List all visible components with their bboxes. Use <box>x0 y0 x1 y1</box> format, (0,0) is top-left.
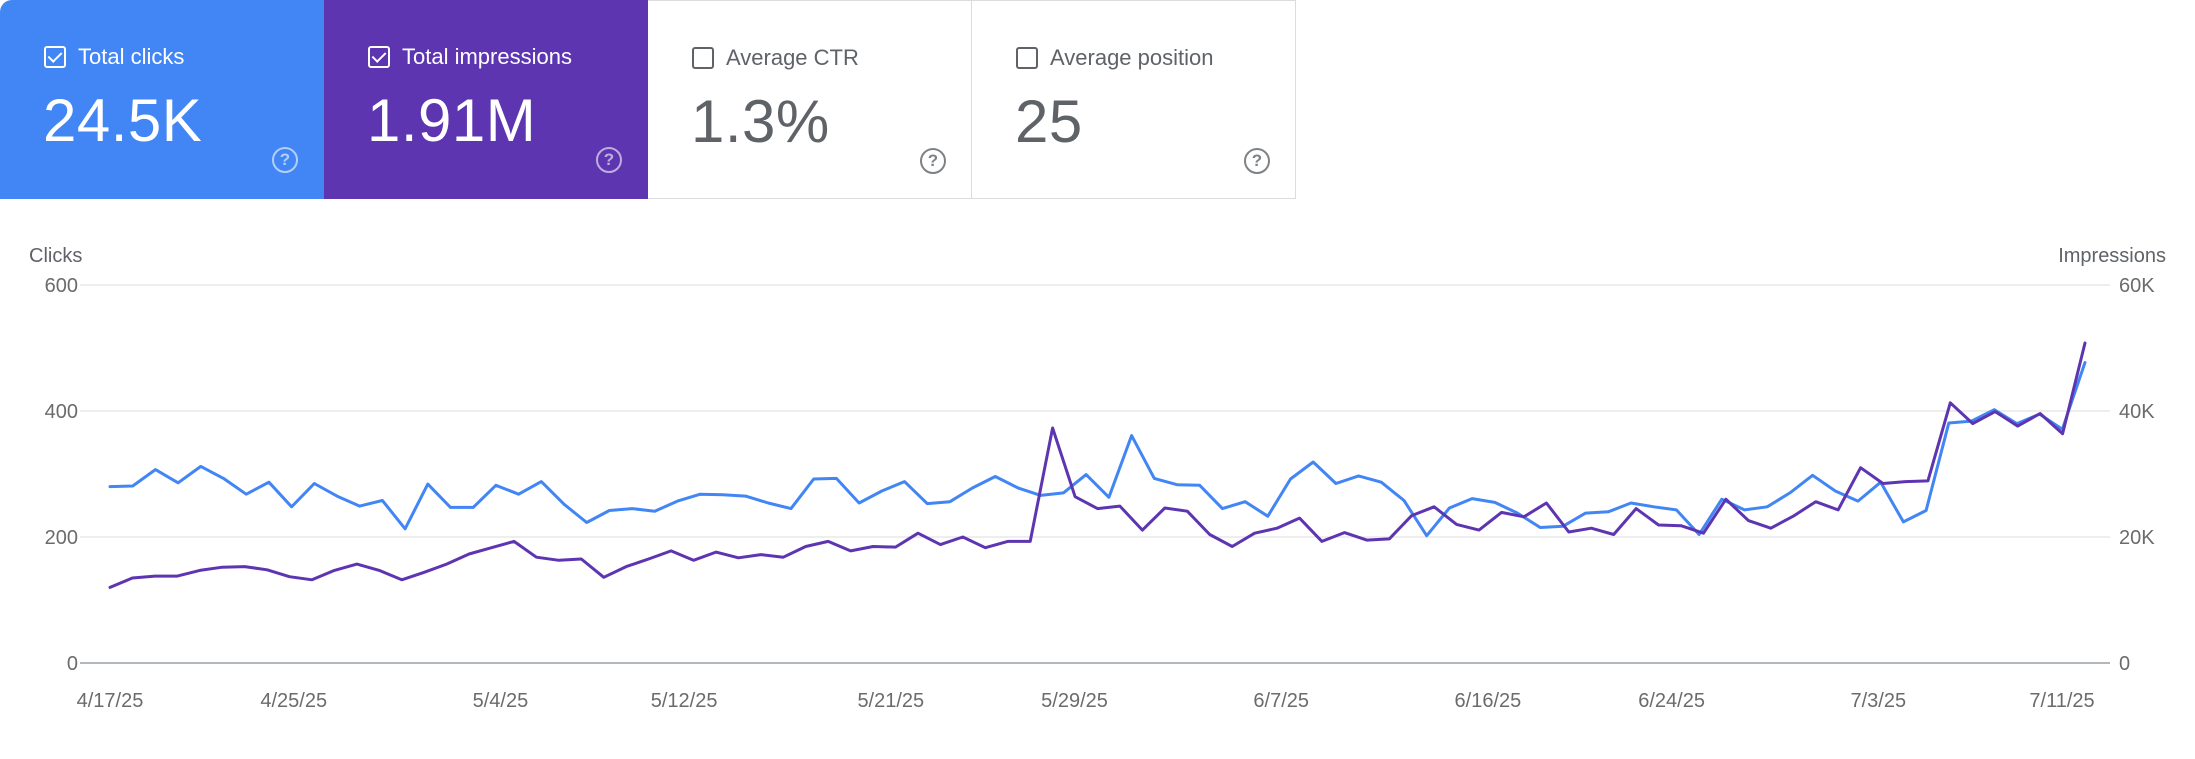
total-impressions-header: Total impressions <box>368 44 572 70</box>
x-tick-label: 6/7/25 <box>1253 690 1309 712</box>
right-axis-title: Impressions <box>2058 245 2166 267</box>
left-y-tick-label: 0 <box>67 653 78 675</box>
total-impressions-label: Total impressions <box>402 44 572 69</box>
right-y-tick-label: 0 <box>2119 653 2130 675</box>
average-ctr-header: Average CTR <box>692 45 859 71</box>
average-position-label: Average position <box>1050 45 1214 70</box>
x-tick-label: 4/25/25 <box>260 690 327 712</box>
x-tick-label: 6/16/25 <box>1455 690 1522 712</box>
right-y-tick-label: 20K <box>2119 527 2155 549</box>
right-y-tick-label: 40K <box>2119 401 2155 423</box>
checkbox-checked-icon[interactable] <box>368 46 390 68</box>
help-icon[interactable]: ? <box>920 148 946 174</box>
average-ctr-card[interactable]: Average CTR 1.3% ? <box>648 0 972 199</box>
metric-cards: Total clicks 24.5K ? Total impressions 1… <box>0 0 1296 199</box>
total-clicks-card[interactable]: Total clicks 24.5K ? <box>0 0 324 199</box>
left-y-tick-label: 400 <box>45 401 78 423</box>
gridlines <box>80 284 2110 664</box>
x-tick-label: 7/3/25 <box>1851 690 1907 712</box>
checkbox-checked-icon[interactable] <box>44 46 66 68</box>
help-icon[interactable]: ? <box>1244 148 1270 174</box>
total-clicks-label: Total clicks <box>78 44 185 69</box>
average-ctr-value: 1.3% <box>691 88 830 155</box>
total-clicks-value: 24.5K <box>43 87 203 154</box>
checkbox-unchecked-icon[interactable] <box>692 47 714 69</box>
x-tick-label: 6/24/25 <box>1638 690 1705 712</box>
total-impressions-card[interactable]: Total impressions 1.91M ? <box>324 0 648 199</box>
help-icon[interactable]: ? <box>272 147 298 173</box>
x-tick-label: 5/12/25 <box>651 690 718 712</box>
average-position-card[interactable]: Average position 25 ? <box>972 0 1296 199</box>
left-y-tick-label: 600 <box>45 275 78 297</box>
total-impressions-value: 1.91M <box>367 87 537 154</box>
x-tick-label: 5/21/25 <box>857 690 924 712</box>
x-tick-label: 5/29/25 <box>1041 690 1108 712</box>
help-icon[interactable]: ? <box>596 147 622 173</box>
left-axis-title: Clicks <box>29 245 82 267</box>
average-ctr-label: Average CTR <box>726 45 859 70</box>
checkbox-unchecked-icon[interactable] <box>1016 47 1038 69</box>
average-position-header: Average position <box>1016 45 1214 71</box>
axis-ticks: 0 0 200 20K 400 40K 600 60K 4/17/25 4/25/25 5/4/25… <box>45 275 2156 712</box>
average-position-value: 25 <box>1015 88 1083 155</box>
x-tick-label: 7/11/25 <box>2029 690 2094 712</box>
left-y-tick-label: 200 <box>45 527 78 549</box>
right-y-tick-label: 60K <box>2119 275 2155 297</box>
total-clicks-header: Total clicks <box>44 44 184 70</box>
series-lines <box>108 341 2087 589</box>
x-tick-label: 4/17/25 <box>77 690 144 712</box>
clicks-series-line <box>108 361 2087 538</box>
impressions-series-line <box>108 341 2087 589</box>
x-tick-label: 5/4/25 <box>473 690 529 712</box>
